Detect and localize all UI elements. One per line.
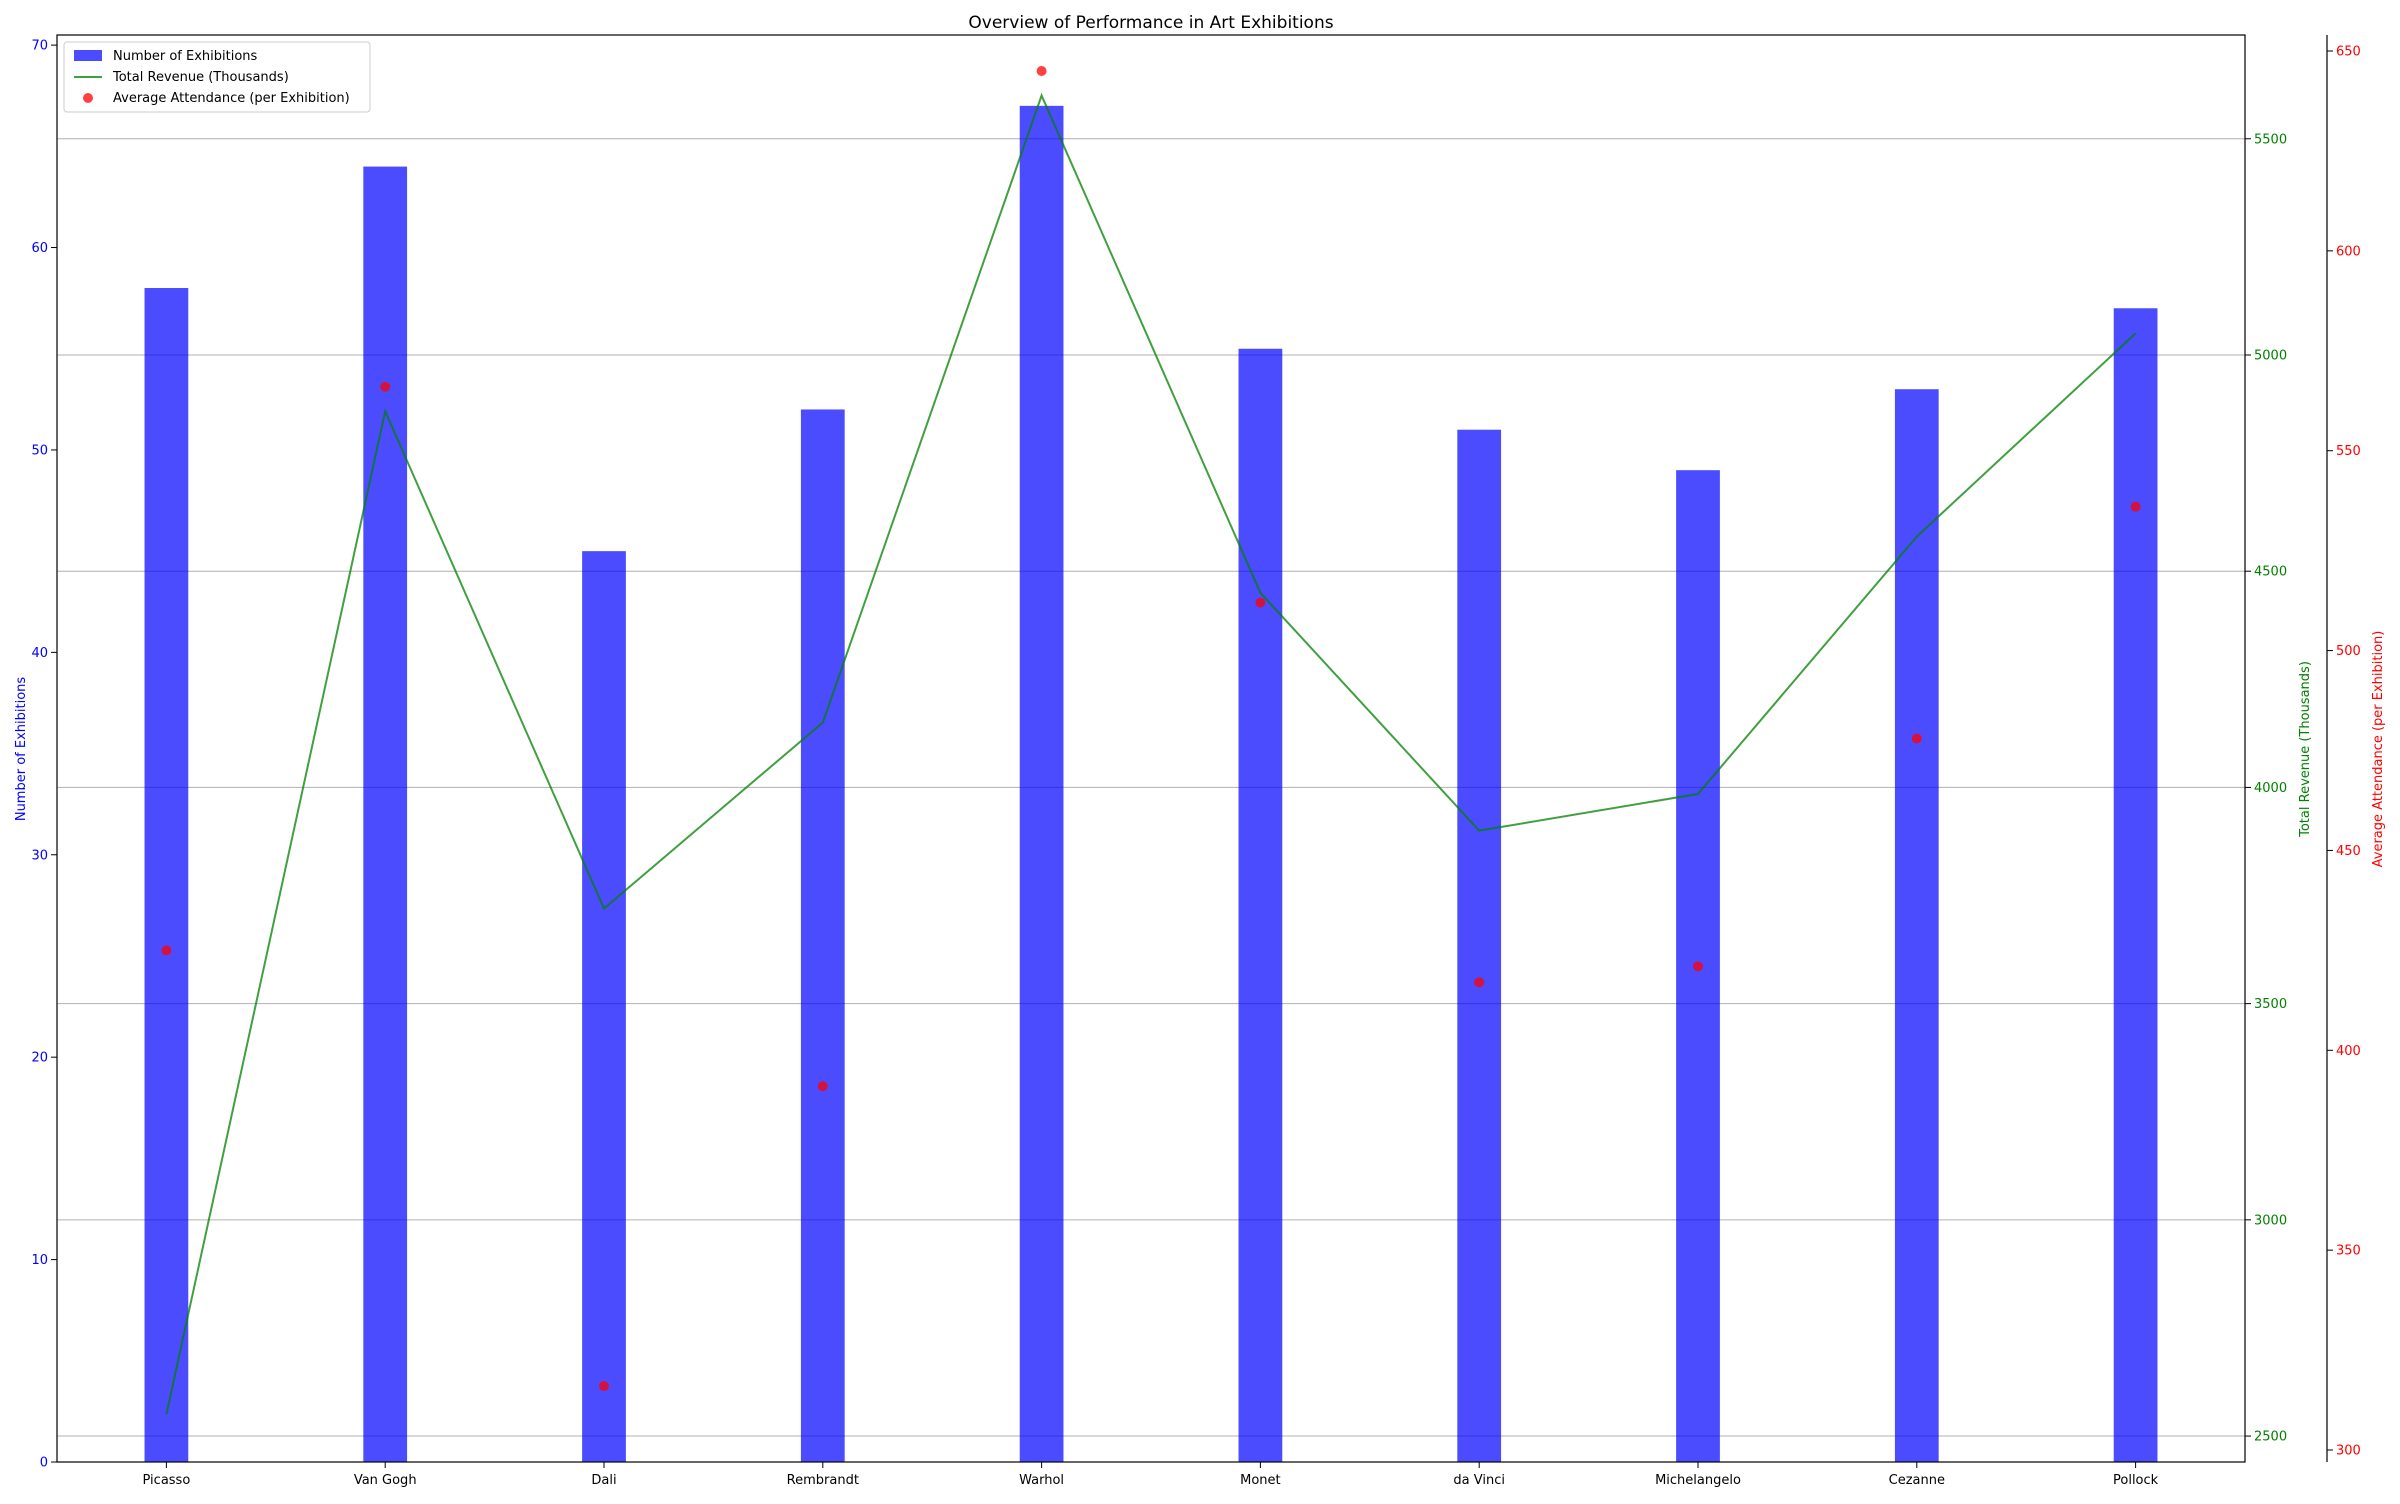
- bar: [1457, 429, 1502, 1462]
- legend: Number of Exhibitions Total Revenue (Tho…: [63, 41, 371, 113]
- x-tick-label: Pollock: [2113, 1473, 2159, 1488]
- x-tick-label: Monet: [1240, 1473, 1281, 1488]
- scatter-point: [1255, 597, 1266, 608]
- y-tick-label-revenue: 5000: [2254, 348, 2287, 363]
- line-series: [165, 92, 2137, 1415]
- legend-label-exhibitions: Number of Exhibitions: [113, 49, 258, 64]
- y-tick-label-attendance: 650: [2336, 44, 2361, 59]
- y-tick-label-attendance: 500: [2336, 644, 2361, 659]
- axes: Picasso Van Gogh Dali Rembrandt Warhol Monet d…: [31, 34, 2361, 1488]
- y-tick-label-attendance: 450: [2336, 844, 2361, 859]
- y-tick-label-left: 60: [31, 241, 48, 256]
- y-tick-label-left: 40: [31, 646, 48, 661]
- scatter-point: [817, 1081, 828, 1092]
- x-tick-label: Michelangelo: [1655, 1473, 1741, 1488]
- revenue-line: [165, 92, 2137, 1415]
- y-tick-label-left: 20: [31, 1051, 48, 1066]
- y-tick-label-left: 30: [31, 848, 48, 863]
- bar: [1894, 389, 1939, 1462]
- legend-frame: [63, 41, 371, 113]
- chart-title: Overview of Performance in Art Exhibitio…: [968, 13, 1333, 33]
- legend-point-swatch: [83, 93, 93, 103]
- legend-bar-swatch: [74, 50, 102, 61]
- scatter-point: [2130, 501, 2141, 512]
- gridlines: [57, 138, 2245, 1437]
- bar: [1238, 348, 1283, 1463]
- y-tick-label-revenue: 2500: [2254, 1430, 2287, 1445]
- bar: [582, 551, 626, 1462]
- y-tick-label-attendance: 350: [2336, 1244, 2361, 1259]
- y-tick-label-attendance: 550: [2336, 444, 2361, 459]
- plot-frame: [56, 34, 2246, 1463]
- x-tick-label: Picasso: [143, 1473, 191, 1488]
- bar: [800, 409, 845, 1463]
- scatter-point: [599, 1381, 609, 1392]
- y-tick-label-left: 70: [31, 39, 48, 54]
- y-tick-label-revenue: 3500: [2254, 997, 2287, 1012]
- y-tick-label-left: 0: [40, 1456, 48, 1471]
- y-tick-label-left: 10: [31, 1253, 48, 1268]
- y-tick-label-revenue: 3000: [2254, 1213, 2287, 1228]
- x-tick-label: Van Gogh: [354, 1473, 417, 1488]
- y-tick-label-attendance: 600: [2336, 244, 2361, 259]
- legend-label-attendance: Average Attendance (per Exhibition): [113, 91, 350, 106]
- scatter-point: [1911, 733, 1922, 744]
- x-tick-label: da Vinci: [1453, 1473, 1505, 1488]
- y-axis-label-left: Number of Exhibitions: [14, 677, 29, 822]
- scatter-point: [1474, 977, 1485, 988]
- scatter-point: [1693, 961, 1703, 972]
- bar: [1019, 105, 1064, 1462]
- bar: [363, 166, 408, 1462]
- x-tick-label: Dali: [591, 1473, 616, 1488]
- y-axis-label-attendance: Average Attendance (per Exhibition): [2371, 631, 2386, 868]
- y-tick-label-revenue: 4000: [2254, 781, 2287, 796]
- scatter-point: [161, 945, 172, 956]
- scatter-series: [161, 65, 2141, 1392]
- y-tick-label-attendance: 300: [2336, 1444, 2361, 1459]
- y-axis-label-revenue: Total Revenue (Thousands): [2298, 661, 2313, 838]
- scatter-point: [1036, 65, 1047, 76]
- legend-label-revenue: Total Revenue (Thousands): [112, 70, 289, 85]
- bar: [2113, 308, 2158, 1462]
- x-tick-label: Cezanne: [1889, 1473, 1945, 1488]
- bar: [144, 288, 189, 1463]
- y-tick-label-attendance: 400: [2336, 1044, 2361, 1059]
- y-tick-label-left: 50: [31, 443, 48, 458]
- scatter-point: [380, 381, 391, 392]
- x-tick-label: Rembrandt: [787, 1473, 859, 1488]
- y-tick-label-revenue: 4500: [2254, 565, 2287, 580]
- y-tick-label-revenue: 5500: [2254, 132, 2287, 147]
- x-tick-label: Warhol: [1019, 1473, 1064, 1488]
